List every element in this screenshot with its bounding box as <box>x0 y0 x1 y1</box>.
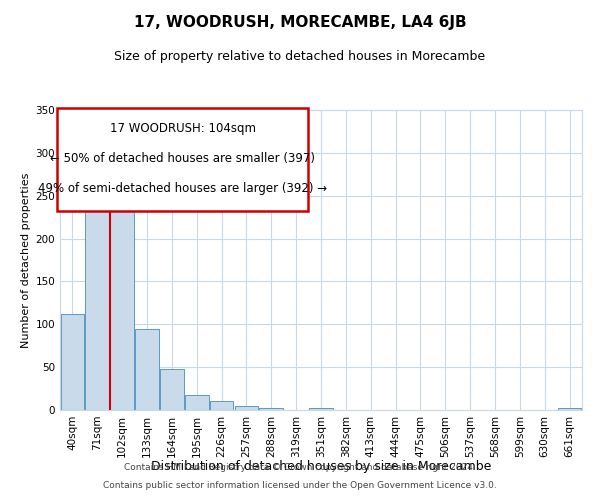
X-axis label: Distribution of detached houses by size in Morecambe: Distribution of detached houses by size … <box>151 460 491 473</box>
Bar <box>185 394 209 410</box>
Bar <box>235 406 258 410</box>
Bar <box>135 328 159 410</box>
Bar <box>160 369 184 410</box>
Text: 17, WOODRUSH, MORECAMBE, LA4 6JB: 17, WOODRUSH, MORECAMBE, LA4 6JB <box>134 15 466 30</box>
Text: Contains HM Land Registry data © Crown copyright and database right 2024.: Contains HM Land Registry data © Crown c… <box>124 464 476 472</box>
Y-axis label: Number of detached properties: Number of detached properties <box>21 172 31 348</box>
Text: ← 50% of detached houses are smaller (397): ← 50% of detached houses are smaller (39… <box>50 152 315 165</box>
FancyBboxPatch shape <box>58 108 308 210</box>
Bar <box>558 408 581 410</box>
Bar <box>259 408 283 410</box>
Bar <box>309 408 333 410</box>
Bar <box>61 314 84 410</box>
Text: 49% of semi-detached houses are larger (392) →: 49% of semi-detached houses are larger (… <box>38 182 327 195</box>
Bar <box>85 170 109 410</box>
Bar <box>110 208 134 410</box>
Text: 17 WOODRUSH: 104sqm: 17 WOODRUSH: 104sqm <box>110 122 256 135</box>
Bar <box>210 400 233 410</box>
Text: Size of property relative to detached houses in Morecambe: Size of property relative to detached ho… <box>115 50 485 63</box>
Text: Contains public sector information licensed under the Open Government Licence v3: Contains public sector information licen… <box>103 481 497 490</box>
